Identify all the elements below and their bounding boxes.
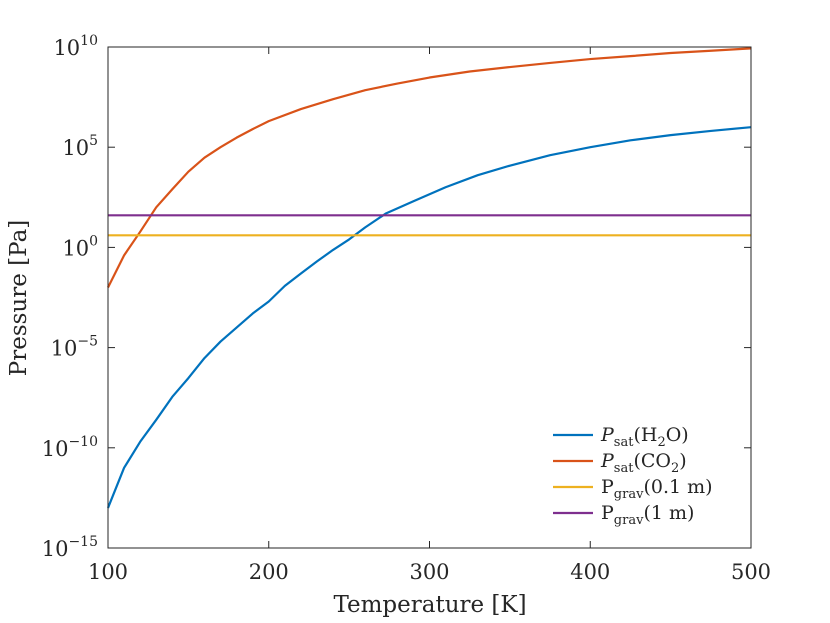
x-tick-label: 200 [249, 560, 289, 584]
series-line-1 [107, 47, 752, 288]
legend-label-3: Pgrav(1 m) [601, 502, 694, 528]
y-tick-label: 10−10 [42, 434, 98, 461]
y-ticks: 1010 105 100 10−5 10−10 10−15 [42, 33, 751, 561]
legend-label-1: Psat(CO2) [600, 450, 687, 476]
x-ticks: 100 200 300 400 500 [88, 47, 771, 584]
legend: Psat(H2O)Psat(CO2)Pgrav(0.1 m)Pgrav(1 m) [553, 424, 713, 528]
legend-label-2: Pgrav(0.1 m) [601, 476, 713, 502]
x-tick-label: 400 [570, 560, 610, 584]
legend-label-0: Psat(H2O) [600, 424, 689, 450]
y-tick-label: 105 [62, 133, 98, 160]
y-tick-label: 10−15 [42, 534, 98, 561]
plot-lines [106, 47, 752, 509]
y-tick-label: 100 [62, 233, 98, 260]
y-tick-label: 1010 [53, 33, 98, 60]
x-tick-label: 100 [88, 560, 128, 584]
x-tick-label: 300 [409, 560, 449, 584]
x-tick-label: 500 [731, 560, 771, 584]
y-tick-label: 10−5 [51, 334, 98, 361]
axes-box [107, 46, 752, 549]
series-line-0 [106, 126, 752, 509]
x-axis-label: Temperature [K] [333, 592, 526, 618]
y-axis-label: Pressure [Pa] [6, 220, 32, 377]
